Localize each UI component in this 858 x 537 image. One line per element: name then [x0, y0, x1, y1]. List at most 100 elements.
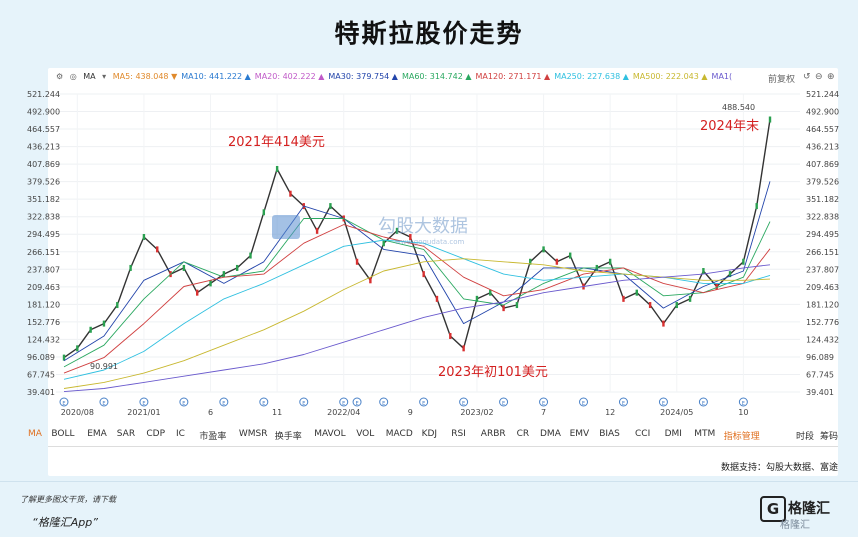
indicator-tab-7[interactable]: WMSR	[238, 429, 268, 439]
event-marker-7	[339, 397, 349, 407]
indicator-tab-10[interactable]: VOL	[356, 429, 375, 439]
y-tick-right-15: 464.557	[806, 125, 839, 134]
y-tick-right-13: 407.869	[806, 160, 839, 169]
event-marker-12	[499, 397, 509, 407]
x-axis: 2020/08 2021/01 6 11 2022/04 9 2023/02 7 12 2024/…	[61, 408, 749, 417]
x-tick-6: 2023/02	[460, 408, 493, 417]
event-marker-label-17: E	[702, 401, 705, 407]
y-tick-left-0: 39.401	[27, 388, 55, 397]
event-marker-0	[59, 397, 69, 407]
divider	[48, 446, 838, 447]
indicator-tab-2[interactable]: EMA	[87, 429, 107, 439]
indicator-tab-4[interactable]: CDP	[146, 429, 166, 439]
settings-icon[interactable]: ⚙	[56, 72, 64, 81]
price-point-26	[409, 234, 412, 241]
indicator-tab-16[interactable]: DMA	[540, 429, 561, 439]
y-tick-right-5: 181.120	[806, 300, 839, 309]
price-point-34	[515, 302, 519, 309]
annotation-2023-low: 2023年初101美元	[438, 365, 548, 380]
indicator-tab-19[interactable]: CCI	[635, 429, 651, 439]
x-tick-4: 2022/04	[327, 408, 360, 417]
zoom-out-icon[interactable]: ⊖	[815, 72, 823, 82]
event-marker-label-3: E	[182, 401, 185, 407]
indicator-tab-8[interactable]: 换手率	[274, 432, 302, 442]
indicator-select[interactable]: MA	[83, 72, 96, 81]
legend-item-2: MA20: 402.222 ▲	[254, 72, 325, 81]
legend-item-3: MA30: 379.754 ▲	[328, 72, 398, 81]
price-point-5	[129, 264, 132, 271]
indicator-tab-24[interactable]: 筹码	[820, 432, 839, 442]
indicator-tab-12[interactable]: KDJ	[421, 429, 438, 439]
y-tick-left-5: 181.120	[27, 300, 60, 309]
price-point-44	[648, 302, 652, 309]
price-point-35	[529, 258, 532, 265]
price-point-17	[289, 190, 292, 197]
price-point-38	[568, 252, 572, 259]
event-marker-label-18: E	[742, 401, 745, 407]
price-point-2	[89, 326, 92, 333]
price-point-7	[156, 246, 159, 253]
data-source: 数据支持：勾股大数据、富途	[720, 463, 838, 473]
app-name: “格隆汇App”	[32, 516, 98, 529]
y-tick-left-15: 464.557	[27, 125, 60, 134]
min-price-label: 90.991	[90, 362, 118, 371]
indicator-tab-9[interactable]: MAVOL	[314, 429, 346, 439]
annotation-2024-end: 2024年末	[700, 119, 759, 134]
indicator-tab-14[interactable]: ARBR	[480, 429, 506, 439]
y-tick-left-8: 266.151	[27, 248, 60, 257]
watermark: 勾股大数据 www.gogudata.com	[272, 215, 468, 246]
series-lines	[62, 116, 772, 393]
y-tick-right-3: 124.432	[806, 335, 839, 344]
price-point-22	[355, 258, 359, 265]
indicator-tab-18[interactable]: BIAS	[599, 429, 620, 439]
zoom-in-icon[interactable]: ⊕	[827, 72, 835, 82]
indicator-tab-22[interactable]: 指标管理	[723, 432, 760, 442]
price-point-37	[555, 258, 559, 265]
watermark-url: www.gogudata.com	[395, 238, 464, 246]
brand-logo: G 格隆汇 格隆汇	[760, 494, 852, 534]
price-point-24	[382, 240, 385, 247]
indicator-tab-3[interactable]: SAR	[116, 429, 136, 439]
event-marker-label-14: E	[582, 401, 585, 407]
price-point-28	[435, 295, 439, 302]
price-point-32	[489, 289, 492, 296]
event-marker-label-7: E	[342, 401, 345, 407]
indicator-tab-5[interactable]: IC	[176, 429, 185, 439]
event-marker-4	[219, 397, 229, 407]
undo-icon[interactable]: ↺	[803, 72, 811, 82]
y-axis-left: 39.401 67.745 96.089 124.432 152.776 181.120 2…	[27, 90, 60, 397]
y-tick-left-1: 67.745	[27, 370, 55, 379]
indicator-tab-1[interactable]: BOLL	[51, 429, 75, 439]
target-icon[interactable]: ◎	[69, 72, 77, 81]
x-tick-2: 6	[208, 408, 213, 417]
indicator-tab-20[interactable]: DMI	[664, 429, 682, 439]
price-point-43	[635, 289, 638, 296]
y-tick-left-7: 237.807	[27, 265, 60, 274]
indicator-tab-17[interactable]: EMV	[569, 429, 590, 439]
price-point-9	[182, 264, 186, 271]
price-point-15	[262, 209, 266, 216]
indicator-tab-23[interactable]: 时段	[796, 432, 815, 442]
event-marker-2	[139, 397, 149, 407]
promo-text: 了解更多图文干货，请下载	[20, 495, 116, 504]
price-point-4	[116, 302, 119, 309]
indicator-tab-11[interactable]: MACD	[385, 429, 413, 439]
adjust-toggle[interactable]: 前复权	[768, 75, 796, 85]
price-point-0	[62, 354, 66, 361]
indicator-tab-0[interactable]: MA	[28, 429, 42, 439]
indicator-tab-15[interactable]: CR	[516, 429, 530, 439]
y-tick-right-8: 266.151	[806, 248, 839, 257]
price-point-16	[275, 165, 279, 172]
indicator-tab-13[interactable]: RSI	[451, 429, 466, 439]
price-point-25	[395, 227, 399, 234]
brand-name: 格隆汇	[788, 501, 830, 517]
indicator-tab-21[interactable]: MTM	[694, 429, 716, 439]
chevron-down-icon[interactable]: ▾	[102, 72, 107, 81]
event-marker-18	[738, 397, 748, 407]
legend-items: MA5: 438.048 ▼ MA10: 441.222 ▲ MA20: 402.2…	[113, 72, 736, 81]
footer-divider	[0, 481, 858, 482]
price-point-51	[742, 258, 745, 265]
indicator-tab-6[interactable]: 市盈率	[199, 432, 227, 442]
